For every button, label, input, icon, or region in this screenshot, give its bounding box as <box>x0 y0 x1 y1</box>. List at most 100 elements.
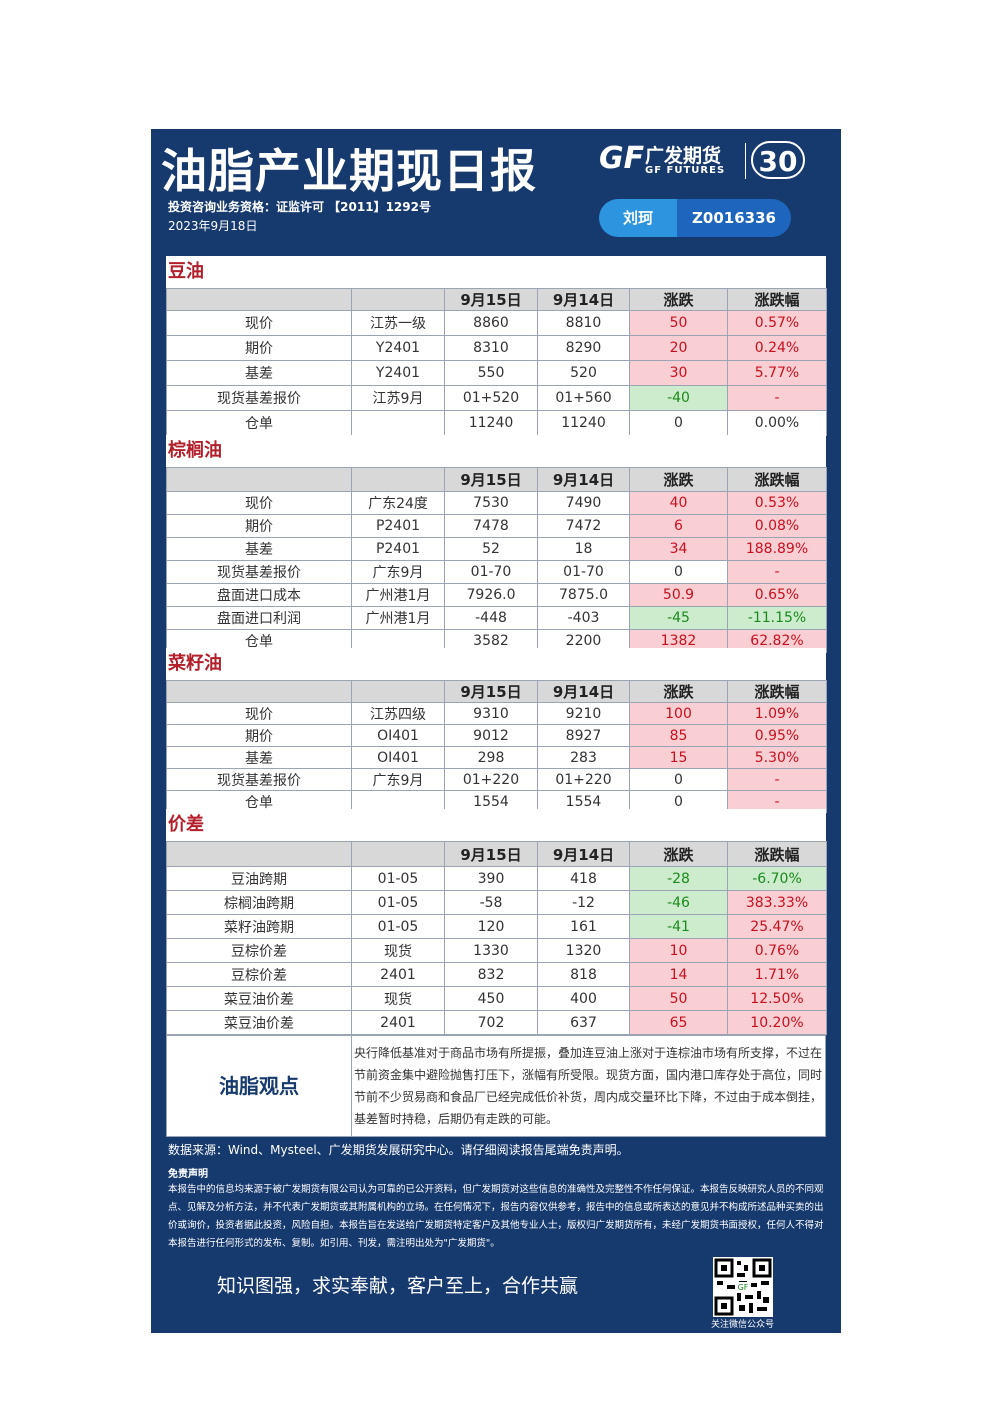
change-cell: 100 <box>629 702 728 725</box>
value-sep15-cell: -58 <box>444 890 538 915</box>
logo-en-text: GF FUTURES <box>645 165 726 176</box>
row-name-cell: 现价 <box>166 491 352 515</box>
table-row: 现货基差报价 广东9月 01-70 01-70 0- <box>166 560 827 584</box>
contract-cell: 江苏四级 <box>351 702 445 725</box>
change-cell: 34 <box>629 537 728 561</box>
column-header: 9月15日 <box>444 680 538 703</box>
anniversary-badge-icon: 30 <box>751 141 805 179</box>
value-sep15-cell: 01+220 <box>444 768 538 791</box>
analyst-name: 刘珂 <box>599 199 677 237</box>
value-sep15-cell: 390 <box>444 866 538 891</box>
value-sep15-cell: 01-70 <box>444 560 538 584</box>
change-cell: 30 <box>629 360 728 386</box>
table-row: 基差 OI401 298 283 15 5.30% <box>166 746 827 769</box>
column-header <box>351 467 445 492</box>
section-title: 菜籽油 <box>168 653 222 674</box>
contract-cell: Y2401 <box>351 360 445 386</box>
change-cell: 40 <box>629 491 728 515</box>
value-sep14-cell: 01+560 <box>537 385 630 411</box>
qr-code-icon[interactable]: GF <box>713 1257 773 1317</box>
change-cell: -40 <box>629 385 728 411</box>
section-title: 价差 <box>168 814 204 835</box>
change-pct-cell: 10.20% <box>727 1010 827 1035</box>
value-sep15-cell: 550 <box>444 360 538 386</box>
change-cell: 65 <box>629 1010 728 1035</box>
change-cell: -41 <box>629 914 728 939</box>
row-name-cell: 仓单 <box>166 410 352 436</box>
table-row: 豆棕价差 2401 832 818 14 1.71% <box>166 962 827 987</box>
table-row: 盘面进口利润 广州港1月 -448 -403 -45 -11.15% <box>166 606 827 630</box>
data-table: 9月15日 9月14日 涨跌 涨跌幅 现价 江苏一级 8860 8810 50 0.57%… <box>166 288 827 436</box>
value-sep14-cell: 8290 <box>537 335 630 361</box>
value-sep14-cell: 8810 <box>537 310 630 336</box>
table-row: 棕榈油跨期 01-05 -58 -12 -46 383.33% <box>166 890 827 915</box>
contract-cell: 2401 <box>351 1010 445 1035</box>
column-header: 涨跌 <box>629 467 728 492</box>
value-sep15-cell: -448 <box>444 606 538 630</box>
change-cell: 20 <box>629 335 728 361</box>
table-row: 盘面进口成本 广州港1月 7926.0 7875.0 50.9 0.65% <box>166 583 827 607</box>
contract-cell: Y2401 <box>351 335 445 361</box>
value-sep15-cell: 7478 <box>444 514 538 538</box>
change-pct-cell: -11.15% <box>727 606 827 630</box>
table-header-row: 9月15日 9月14日 涨跌 涨跌幅 <box>166 841 827 867</box>
row-name-cell: 现货基差报价 <box>166 768 352 791</box>
value-sep15-cell: 11240 <box>444 410 538 436</box>
column-header: 9月15日 <box>444 467 538 492</box>
contract-cell: 江苏9月 <box>351 385 445 411</box>
analyst-id: Z0016336 <box>692 209 776 227</box>
column-header: 涨跌幅 <box>727 288 827 311</box>
change-pct-cell: - <box>727 560 827 584</box>
change-cell: -45 <box>629 606 728 630</box>
value-sep14-cell: 1320 <box>537 938 630 963</box>
change-cell: 6 <box>629 514 728 538</box>
change-cell: 0 <box>629 790 728 813</box>
change-cell: 0 <box>629 560 728 584</box>
contract-cell: P2401 <box>351 514 445 538</box>
value-sep15-cell: 01+520 <box>444 385 538 411</box>
change-cell: 50 <box>629 986 728 1011</box>
row-name-cell: 现货基差报价 <box>166 385 352 411</box>
value-sep14-cell: 418 <box>537 866 630 891</box>
row-name-cell: 菜豆油价差 <box>166 986 352 1011</box>
table-row: 豆棕价差 现货 1330 1320 10 0.76% <box>166 938 827 963</box>
license-info: 投资咨询业务资格：证监许可 【2011】1292号 <box>168 200 431 214</box>
analyst-badge: 刘珂 Z0016336 <box>599 199 791 237</box>
change-pct-cell: 0.00% <box>727 410 827 436</box>
value-sep14-cell: 9210 <box>537 702 630 725</box>
value-sep14-cell: 161 <box>537 914 630 939</box>
contract-cell <box>351 410 445 436</box>
row-name-cell: 现价 <box>166 310 352 336</box>
table-row: 基差 Y2401 550 520 30 5.77% <box>166 360 827 386</box>
contract-cell: 01-05 <box>351 914 445 939</box>
value-sep14-cell: 520 <box>537 360 630 386</box>
contract-cell: OI401 <box>351 724 445 747</box>
value-sep14-cell: -12 <box>537 890 630 915</box>
section-soybean-oil: 豆油 9月15日 9月14日 涨跌 涨跌幅 现价 江苏一级 8860 8810 50 0.… <box>166 256 827 436</box>
table-row: 菜豆油价差 2401 702 637 65 10.20% <box>166 1010 827 1035</box>
change-pct-cell: 0.65% <box>727 583 827 607</box>
column-header: 涨跌幅 <box>727 680 827 703</box>
column-header: 涨跌 <box>629 841 728 867</box>
change-cell: 14 <box>629 962 728 987</box>
company-slogan: 知识图强，求实奉献，客户至上，合作共赢 <box>217 1275 579 1297</box>
change-pct-cell: 0.76% <box>727 938 827 963</box>
row-name-cell: 豆油跨期 <box>166 866 352 891</box>
disclaimer-text: 本报告中的信息均来源于被广发期货有限公司认为可靠的已公开资料，但广发期货对这些信… <box>168 1184 824 1249</box>
data-table: 9月15日 9月14日 涨跌 涨跌幅 现价 广东24度 7530 7490 40 0.53… <box>166 467 827 653</box>
column-header: 9月14日 <box>537 841 630 867</box>
change-pct-cell: 5.77% <box>727 360 827 386</box>
table-row: 菜豆油价差 现货 450 400 50 12.50% <box>166 986 827 1011</box>
contract-cell: 现货 <box>351 986 445 1011</box>
row-name-cell: 仓单 <box>166 790 352 813</box>
value-sep15-cell: 450 <box>444 986 538 1011</box>
value-sep15-cell: 8310 <box>444 335 538 361</box>
column-header: 9月14日 <box>537 467 630 492</box>
contract-cell: 江苏一级 <box>351 310 445 336</box>
report-panel: 油脂产业期现日报 投资咨询业务资格：证监许可 【2011】1292号 2023年… <box>151 129 841 1333</box>
column-header: 9月14日 <box>537 680 630 703</box>
row-name-cell: 现价 <box>166 702 352 725</box>
section-palm-oil: 棕榈油 9月15日 9月14日 涨跌 涨跌幅 现价 广东24度 7530 7490 40… <box>166 435 827 653</box>
row-name-cell: 基差 <box>166 537 352 561</box>
column-header <box>351 680 445 703</box>
